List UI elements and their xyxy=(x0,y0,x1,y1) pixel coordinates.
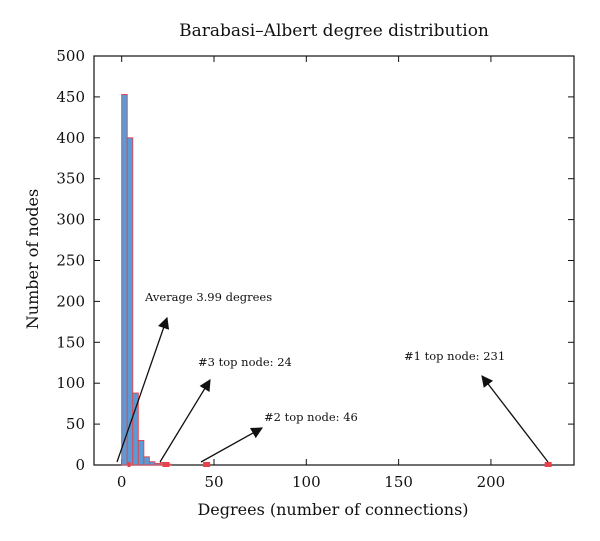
x-tick-label: 50 xyxy=(204,473,223,491)
histogram-bar xyxy=(126,137,134,466)
node-marker xyxy=(203,462,211,467)
annotation-label: #2 top node: 46 xyxy=(264,410,358,424)
histogram-bar xyxy=(154,462,161,466)
y-tick-label: 0 xyxy=(75,456,85,474)
y-tick-label: 150 xyxy=(56,333,85,351)
y-tick-label: 50 xyxy=(66,415,85,433)
y-axis-label: Number of nodes xyxy=(23,189,42,329)
y-tick-label: 400 xyxy=(56,129,85,147)
x-tick-label: 150 xyxy=(384,473,413,491)
plot-area: 0 50 100 150 200 250 300 350 400 450 500 0 50 100 150 2… xyxy=(56,47,575,491)
annotation-arrow xyxy=(481,375,549,463)
y-tick-label: 500 xyxy=(56,47,85,65)
y-tick-label: 450 xyxy=(56,88,85,106)
histogram-bar xyxy=(148,461,156,466)
y-tick-label: 250 xyxy=(56,252,85,270)
x-tick-label: 0 xyxy=(117,473,127,491)
histogram-bar xyxy=(143,456,150,466)
chart-title: Barabasi–Albert degree distribution xyxy=(179,21,489,41)
x-axis-label: Degrees (number of connections) xyxy=(197,500,468,519)
annotation-arrow xyxy=(200,427,264,463)
y-tick-label: 200 xyxy=(56,292,85,310)
histogram-bar xyxy=(137,440,145,466)
histogram-bar xyxy=(132,392,139,466)
x-tick-label: 100 xyxy=(292,473,321,491)
annotation-label: Average 3.99 degrees xyxy=(144,290,272,304)
x-tick-label: 200 xyxy=(477,473,506,491)
annotation-label: #3 top node: 24 xyxy=(198,355,292,369)
node-marker xyxy=(544,462,552,467)
y-tick-label: 300 xyxy=(56,211,85,229)
annotation-arrow xyxy=(116,316,170,463)
node-marker xyxy=(162,462,170,467)
y-tick-label: 100 xyxy=(56,374,85,392)
histogram-bar xyxy=(121,93,128,466)
annotation-label: #1 top node: 231 xyxy=(404,349,505,363)
node-marker xyxy=(127,462,131,467)
plot-frame xyxy=(93,55,575,466)
y-tick-label: 350 xyxy=(56,170,85,188)
annotation-arrow xyxy=(159,379,211,463)
